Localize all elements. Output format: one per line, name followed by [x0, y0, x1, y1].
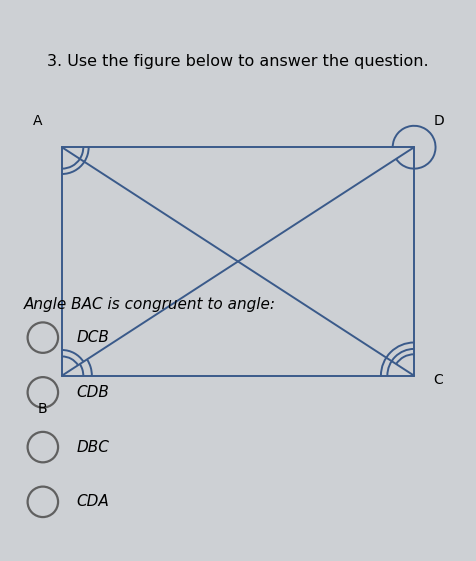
Text: C: C	[433, 374, 443, 388]
Text: CDA: CDA	[76, 494, 109, 509]
Text: A: A	[33, 114, 43, 128]
Text: DBC: DBC	[76, 440, 109, 454]
Text: B: B	[38, 402, 48, 416]
Text: 3. Use the figure below to answer the question.: 3. Use the figure below to answer the qu…	[47, 54, 429, 70]
Text: DCB: DCB	[76, 330, 109, 345]
Text: CDB: CDB	[76, 385, 109, 400]
Text: Angle BAC is congruent to angle:: Angle BAC is congruent to angle:	[24, 297, 276, 312]
Text: D: D	[433, 114, 444, 128]
